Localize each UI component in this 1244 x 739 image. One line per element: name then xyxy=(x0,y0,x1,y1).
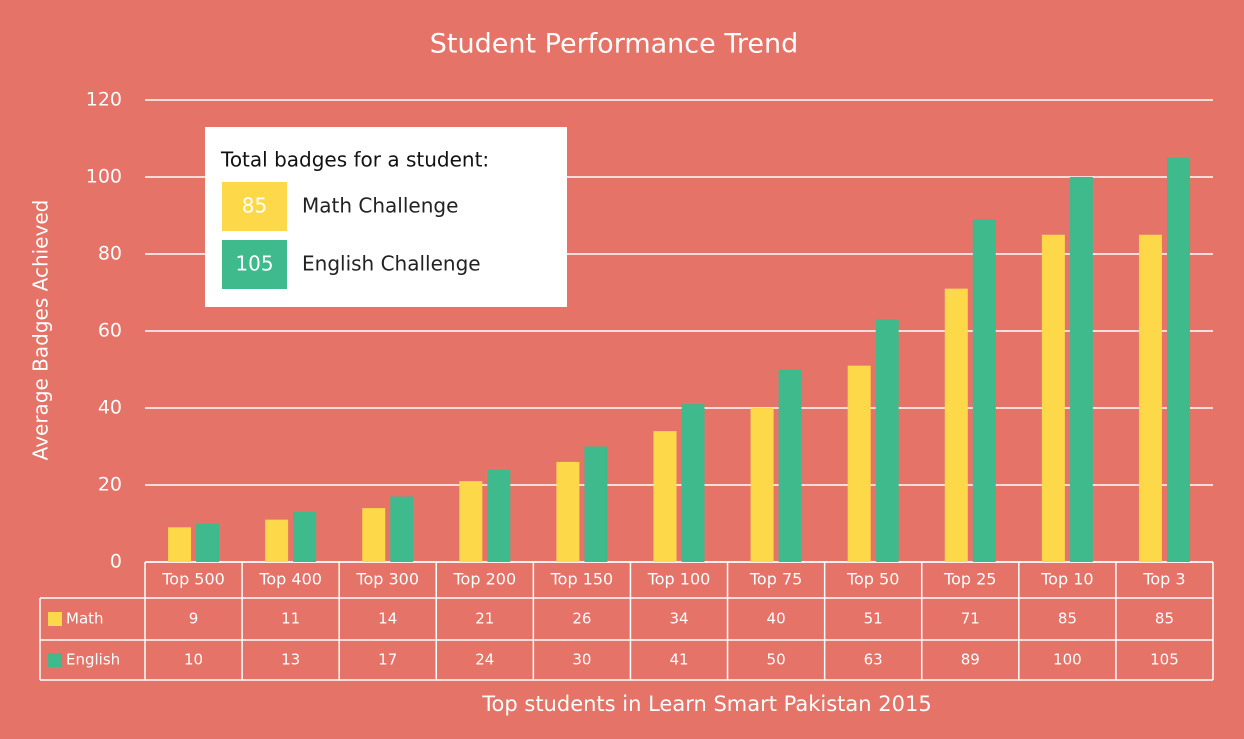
table-value: 85 xyxy=(1058,610,1077,628)
x-tick-label: Top 400 xyxy=(258,570,322,589)
bar xyxy=(1069,177,1093,562)
chart-title: Student Performance Trend xyxy=(430,29,798,60)
table-value: 85 xyxy=(1155,610,1174,628)
bar xyxy=(681,404,705,562)
y-tick-label: 0 xyxy=(110,551,122,573)
table-value: 34 xyxy=(669,610,688,628)
y-axis-label: Average Badges Achieved xyxy=(29,200,53,461)
table-value: 71 xyxy=(961,610,980,628)
bar xyxy=(168,527,192,562)
legend-label: English Challenge xyxy=(302,252,481,276)
table-row-label: Math xyxy=(66,610,104,628)
bar xyxy=(1138,234,1162,562)
bar xyxy=(944,288,968,562)
table-value: 11 xyxy=(281,610,300,628)
bar xyxy=(556,461,580,562)
y-tick-label: 20 xyxy=(98,474,122,496)
y-tick-label: 60 xyxy=(98,320,122,342)
y-tick-label: 80 xyxy=(98,243,122,265)
legend-value: 105 xyxy=(235,252,273,276)
table-value: 89 xyxy=(961,651,980,669)
legend-value: 85 xyxy=(242,194,267,218)
bar xyxy=(750,408,774,562)
x-tick-label: Top 10 xyxy=(1040,570,1093,589)
table-value: 105 xyxy=(1150,651,1179,669)
table-value: 51 xyxy=(864,610,883,628)
x-tick-label: Top 75 xyxy=(749,570,802,589)
legend-label: Math Challenge xyxy=(302,194,458,218)
legend-swatch xyxy=(222,182,287,231)
table-row-label: English xyxy=(66,651,120,669)
x-tick-label: Top 300 xyxy=(355,570,419,589)
x-tick-label: Top 500 xyxy=(161,570,225,589)
table-value: 9 xyxy=(189,610,199,628)
bar xyxy=(196,523,220,562)
bar xyxy=(459,481,483,562)
table-swatch xyxy=(48,653,62,667)
bar xyxy=(847,365,871,562)
bar xyxy=(487,469,511,562)
y-tick-label: 120 xyxy=(86,89,122,111)
bar xyxy=(265,519,289,562)
x-tick-label: Top 25 xyxy=(943,570,996,589)
table-value: 13 xyxy=(281,651,300,669)
bar xyxy=(778,369,802,562)
x-tick-label: Top 150 xyxy=(550,570,614,589)
table-value: 50 xyxy=(767,651,786,669)
y-tick-label: 100 xyxy=(86,166,122,188)
table-value: 24 xyxy=(475,651,494,669)
bar xyxy=(293,511,317,562)
legend-swatch xyxy=(222,240,287,289)
bar xyxy=(875,319,899,562)
x-tick-label: Top 3 xyxy=(1142,570,1185,589)
table-value: 14 xyxy=(378,610,397,628)
table-swatch xyxy=(48,612,62,626)
bar xyxy=(1041,234,1065,562)
bar xyxy=(972,219,996,562)
table-value: 30 xyxy=(572,651,591,669)
bar xyxy=(390,496,414,562)
x-tick-label: Top 200 xyxy=(453,570,517,589)
table-value: 100 xyxy=(1053,651,1082,669)
table-value: 41 xyxy=(669,651,688,669)
x-tick-label: Top 100 xyxy=(647,570,711,589)
table-value: 17 xyxy=(378,651,397,669)
x-tick-label: Top 50 xyxy=(846,570,899,589)
bar xyxy=(584,446,608,562)
bar xyxy=(653,431,677,562)
table-value: 10 xyxy=(184,651,203,669)
bar xyxy=(362,508,386,562)
table-value: 63 xyxy=(864,651,883,669)
y-tick-label: 40 xyxy=(98,397,122,419)
table-value: 26 xyxy=(572,610,591,628)
x-axis-label: Top students in Learn Smart Pakistan 201… xyxy=(481,692,931,716)
bar xyxy=(1166,157,1190,562)
legend-title: Total badges for a student: xyxy=(220,148,489,172)
table-value: 21 xyxy=(475,610,494,628)
table-value: 40 xyxy=(767,610,786,628)
